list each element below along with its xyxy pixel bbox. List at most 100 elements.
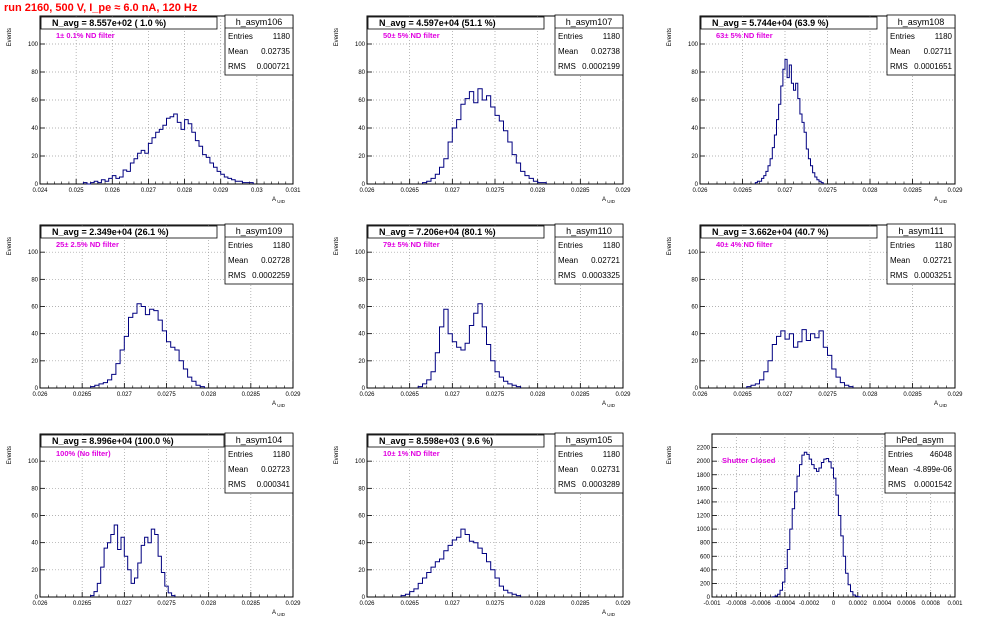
x-tick-label: 0.0275 <box>486 188 505 194</box>
stats-title: h_asym104 <box>236 435 283 445</box>
stats-box <box>554 432 624 494</box>
x-tick-label: 0.0265 <box>400 601 419 607</box>
histogram-panel-h_asym105: 0.026 0.0265 0.027 0.0275 0.028 0.0285 0.029 0 2… <box>334 432 631 617</box>
stats-value: 0.0003251 <box>914 271 952 280</box>
x-tick-label: 0.029 <box>947 188 963 194</box>
x-tick-label: 0.0285 <box>571 601 590 607</box>
stats-title: h_asym110 <box>566 226 612 236</box>
y-tick-label: 20 <box>358 154 365 160</box>
x-axis-label: A UID <box>602 610 616 617</box>
filter-label: 63± 5% ND filter <box>716 31 773 40</box>
y-tick-label: 80 <box>31 70 38 76</box>
x-tick-label: 0.0265 <box>400 392 419 398</box>
y-tick-label: 20 <box>31 359 38 365</box>
stats-key: Entries <box>228 32 253 41</box>
stats-key: Mean <box>558 256 578 265</box>
x-tick-label: 0.0275 <box>486 601 505 607</box>
y-tick-label: 200 <box>700 581 711 587</box>
histogram-series <box>746 329 854 388</box>
stats-box <box>886 223 956 285</box>
x-tick-label: 0.029 <box>285 601 301 607</box>
y-tick-label: 100 <box>355 459 366 465</box>
stats-key: RMS <box>228 480 246 489</box>
histogram-series <box>90 524 176 597</box>
x-tick-label: 0.026 <box>692 188 708 194</box>
histogram-series <box>422 88 547 184</box>
y-tick-label: 80 <box>358 277 365 283</box>
y-tick-label: 100 <box>688 42 699 48</box>
y-tick-label: 60 <box>31 98 38 104</box>
histogram-series <box>772 451 861 598</box>
stats-value: 0.02721 <box>923 256 952 265</box>
x-tick-label: 0.03 <box>251 188 263 194</box>
stats-value: 1180 <box>603 241 621 250</box>
x-tick-label: 0.027 <box>777 188 793 194</box>
navg-box <box>40 16 218 30</box>
x-axis-label: A UID <box>272 401 286 408</box>
y-tick-label: 0 <box>707 595 711 601</box>
navg-label: N_avg = 7.206e+04 (80.1 %) <box>379 227 496 237</box>
stats-value: 0.02711 <box>924 47 953 56</box>
stats-key: Entries <box>558 241 583 250</box>
x-tick-label: 0.028 <box>201 601 217 607</box>
stats-box <box>224 223 294 285</box>
x-tick-label: 0.029 <box>947 392 963 398</box>
x-tick-label: 0.0275 <box>157 601 176 607</box>
stats-key: RMS <box>558 480 576 489</box>
filter-label: 50± 5% ND filter <box>383 31 440 40</box>
y-tick-label: 60 <box>358 98 365 104</box>
x-axis-label-subscript: UID <box>276 199 286 204</box>
stats-value: 0.02728 <box>261 256 290 265</box>
run-title: run 2160, 500 V, I_pe ≈ 6.0 nA, 120 Hz <box>4 2 198 14</box>
stats-value: 1180 <box>935 241 953 250</box>
stats-key: Mean <box>228 47 248 56</box>
y-tick-label: 100 <box>355 42 366 48</box>
stats-key: Entries <box>558 450 583 459</box>
y-axis-label: Events <box>667 446 673 464</box>
x-tick-label: 0.0008 <box>922 601 941 607</box>
filter-label: 40± 4% ND filter <box>716 240 773 249</box>
x-tick-label: 0.031 <box>285 188 301 194</box>
x-tick-label: 0.0265 <box>400 188 419 194</box>
y-tick-label: 80 <box>358 70 365 76</box>
x-axis-label-subscript: UID <box>938 403 948 408</box>
x-tick-label: 0.028 <box>862 392 878 398</box>
navg-label: N_avg = 3.662e+04 (40.7 %) <box>712 227 829 237</box>
x-tick-label: -0.0002 <box>799 601 820 607</box>
x-axis-label: A UID <box>272 197 286 204</box>
y-tick-label: 0 <box>35 386 39 392</box>
x-tick-label: 0.027 <box>117 601 133 607</box>
y-tick-label: 20 <box>31 568 38 574</box>
y-tick-label: 20 <box>358 568 365 574</box>
y-tick-label: 0 <box>695 182 699 188</box>
y-tick-label: 20 <box>31 154 38 160</box>
x-tick-label: 0.0002 <box>849 601 868 607</box>
stats-key: Entries <box>228 241 253 250</box>
stats-title: h_asym111 <box>898 226 943 236</box>
x-axis-label-subscript: UID <box>276 403 286 408</box>
x-tick-label: 0.0275 <box>157 392 176 398</box>
stats-value: 0.0002259 <box>252 271 290 280</box>
x-tick-label: 0.026 <box>692 392 708 398</box>
navg-box <box>40 434 225 448</box>
histogram-series <box>400 528 522 597</box>
y-tick-label: 60 <box>691 305 698 311</box>
x-tick-label: 0.0285 <box>242 601 261 607</box>
stats-key: RMS <box>558 62 576 71</box>
x-axis-label: A UID <box>602 401 616 408</box>
x-tick-label: 0.0275 <box>818 392 837 398</box>
navg-box <box>700 16 878 30</box>
y-axis-label: Events <box>334 446 340 464</box>
stats-key: RMS <box>228 271 246 280</box>
x-tick-label: 0.028 <box>862 188 878 194</box>
navg-box <box>367 225 545 239</box>
stats-box <box>884 432 956 494</box>
x-tick-label: 0.027 <box>445 392 461 398</box>
x-tick-label: 0.0275 <box>818 188 837 194</box>
stats-box <box>224 432 294 494</box>
y-tick-label: 80 <box>691 277 698 283</box>
navg-box <box>367 434 545 448</box>
filter-label: Shutter Closed <box>722 456 776 465</box>
y-tick-label: 0 <box>35 595 39 601</box>
